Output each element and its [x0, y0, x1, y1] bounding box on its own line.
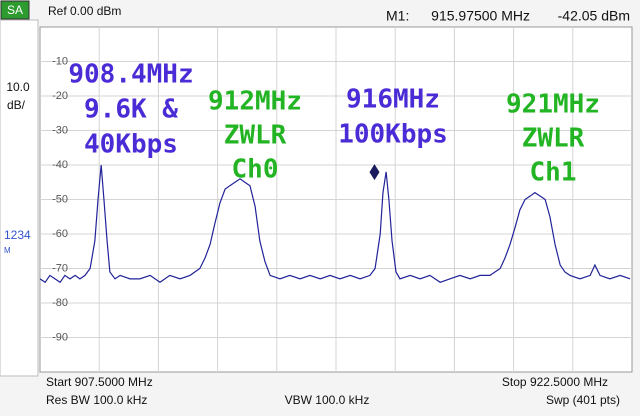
side-panel [0, 19, 39, 377]
reference-level: Ref 0.00 dBm [48, 4, 121, 18]
annotation: 921MHz [506, 90, 600, 120]
scale-value: 10.0 [6, 80, 30, 94]
marker-frequency: 915.97500 MHz [431, 8, 530, 24]
scale-unit: dB/ [7, 98, 26, 112]
y-tick-label: -50 [52, 193, 68, 205]
trace-mode: M [4, 246, 11, 255]
mode-box [0, 0, 30, 20]
annotation: 9.6K & [84, 95, 178, 125]
video-bandwidth: VBW 100.0 kHz [285, 393, 370, 407]
sweep-points: Swp (401 pts) [546, 393, 620, 407]
y-tick-label: -10 [52, 55, 68, 67]
trace [39, 164, 631, 284]
annotation: ZWLR [224, 121, 287, 151]
annotation: 100Kbps [338, 120, 448, 150]
annotation: ZWLR [522, 124, 585, 154]
annotation: Ch1 [530, 158, 577, 188]
annotation: 908.4MHz [68, 60, 193, 90]
y-tick-label: -90 [52, 331, 68, 343]
y-tick-label: -80 [52, 297, 68, 309]
marker-name: M1: [386, 8, 409, 24]
y-tick-label: -60 [52, 228, 68, 240]
y-tick-label: -70 [52, 262, 68, 274]
y-tick-label: -20 [52, 90, 68, 102]
y-tick-label: -30 [52, 124, 68, 136]
y-tick-label: -40 [52, 159, 68, 171]
marker-level: -42.05 dBm [558, 8, 630, 24]
annotation: 40Kbps [84, 130, 178, 160]
stop-frequency: Stop 922.5000 MHz [502, 375, 608, 389]
marker [369, 164, 380, 181]
mode-label: SA [7, 3, 23, 17]
annotation: 916MHz [346, 85, 440, 115]
annotation: 912MHz [208, 87, 302, 117]
trace-indicator: 1234 [4, 228, 31, 242]
annotation: Ch0 [232, 155, 279, 185]
resolution-bandwidth: Res BW 100.0 kHz [46, 393, 147, 407]
start-frequency: Start 907.5000 MHz [46, 375, 153, 389]
